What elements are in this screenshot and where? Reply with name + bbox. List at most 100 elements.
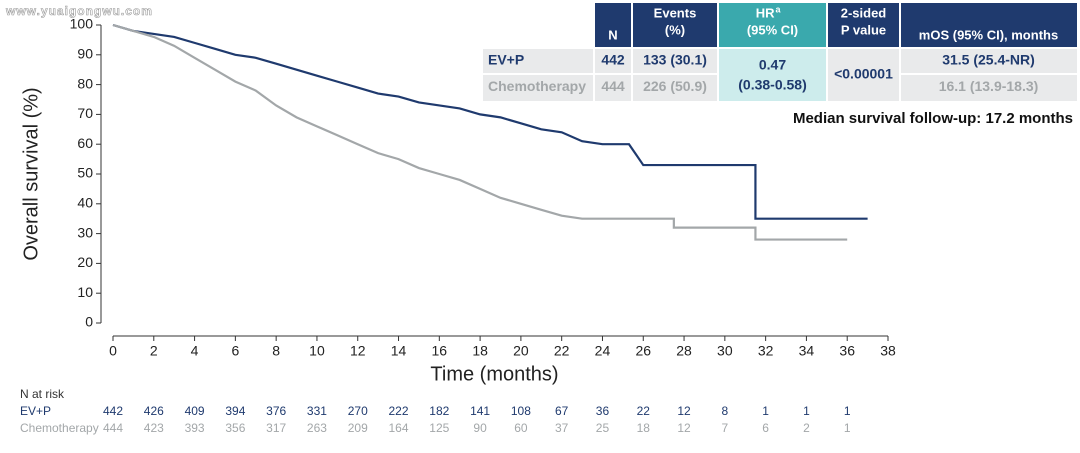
table-header: P value — [841, 22, 886, 37]
risk-count: 12 — [677, 421, 691, 435]
x-tick-label: 0 — [109, 343, 117, 359]
y-tick-label: 50 — [77, 165, 93, 181]
table-cell: 16.1 (13.9-18.3) — [939, 78, 1039, 94]
y-tick-label: 80 — [77, 75, 93, 91]
risk-count: 18 — [637, 421, 651, 435]
risk-count: 108 — [511, 404, 531, 418]
risk-count: 25 — [596, 421, 610, 435]
table-hr-cell-bg — [718, 48, 827, 101]
table-header-bg — [594, 3, 1077, 48]
table-cell: 31.5 (25.4-NR) — [942, 52, 1035, 68]
table-header: HR — [756, 5, 775, 20]
watermark: www.yuaigongwu.com — [5, 4, 153, 18]
risk-count: 8 — [721, 404, 728, 418]
table-cell: 444 — [601, 78, 625, 94]
risk-count: 60 — [514, 421, 528, 435]
x-tick-label: 20 — [513, 343, 529, 359]
table-cell: 226 (50.9) — [643, 78, 707, 94]
table-cell: 133 (30.1) — [643, 52, 707, 68]
x-tick-label: 34 — [799, 343, 815, 359]
risk-row-name: EV+P — [20, 404, 51, 418]
table-header: mOS (95% CI), months — [919, 27, 1058, 42]
y-tick-label: 60 — [77, 135, 93, 151]
table-header: N — [608, 27, 617, 42]
table-header-sup: a — [776, 4, 782, 14]
risk-count: 317 — [266, 421, 286, 435]
risk-count: 444 — [103, 421, 123, 435]
x-tick-label: 18 — [472, 343, 488, 359]
table-header-hr-bg — [718, 3, 827, 48]
table-row-name: EV+P — [488, 52, 524, 68]
table-p: <0.00001 — [834, 66, 893, 82]
y-axis-label: Overall survival (%) — [20, 87, 42, 260]
x-tick-label: 32 — [758, 343, 774, 359]
risk-count: 12 — [677, 404, 691, 418]
x-tick-label: 16 — [432, 343, 448, 359]
risk-count: 270 — [348, 404, 368, 418]
y-tick-label: 30 — [77, 224, 93, 240]
risk-count: 2 — [803, 421, 810, 435]
table-header: (%) — [665, 22, 685, 37]
risk-count: 182 — [429, 404, 449, 418]
survival-curve — [112, 23, 848, 241]
y-tick-label: 10 — [77, 284, 93, 300]
annotation: Median survival follow-up: 17.2 months — [793, 110, 1073, 127]
y-tick-label: 40 — [77, 195, 93, 211]
table-cell: 442 — [601, 52, 625, 68]
table-row-name: Chemotherapy — [488, 78, 586, 94]
risk-count: 222 — [389, 404, 409, 418]
risk-count: 141 — [470, 404, 490, 418]
x-tick-label: 2 — [150, 343, 158, 359]
risk-count: 442 — [103, 404, 123, 418]
risk-count: 1 — [803, 404, 810, 418]
risk-count: 209 — [348, 421, 368, 435]
table-hr: (0.38-0.58) — [738, 77, 806, 93]
risk-count: 1 — [762, 404, 769, 418]
risk-count: 331 — [307, 404, 327, 418]
risk-count: 164 — [389, 421, 409, 435]
x-tick-label: 12 — [350, 343, 366, 359]
y-tick-label: 70 — [77, 105, 93, 121]
risk-count: 1 — [844, 421, 851, 435]
risk-count: 22 — [637, 404, 651, 418]
x-tick-label: 38 — [880, 343, 896, 359]
risk-count: 36 — [596, 404, 610, 418]
risk-count: 409 — [185, 404, 205, 418]
x-axis-label: Time (months) — [430, 363, 558, 385]
risk-count: 376 — [266, 404, 286, 418]
x-tick-label: 28 — [676, 343, 692, 359]
risk-row-name: Chemotherapy — [20, 421, 99, 435]
x-tick-label: 14 — [391, 343, 407, 359]
x-tick-label: 24 — [595, 343, 611, 359]
x-tick-label: 4 — [191, 343, 199, 359]
table-header: Events — [654, 5, 697, 20]
risk-count: 394 — [225, 404, 245, 418]
risk-count: 7 — [721, 421, 728, 435]
x-tick-label: 6 — [231, 343, 239, 359]
x-tick-label: 30 — [717, 343, 733, 359]
risk-count: 426 — [144, 404, 164, 418]
risk-count: 67 — [555, 404, 569, 418]
table-header: (95% CI) — [747, 22, 798, 37]
x-tick-label: 22 — [554, 343, 570, 359]
risk-count: 90 — [473, 421, 487, 435]
risk-count: 37 — [555, 421, 569, 435]
risk-count: 1 — [844, 404, 851, 418]
risk-count: 263 — [307, 421, 327, 435]
table-hr: 0.47 — [759, 57, 786, 73]
risk-count: 356 — [225, 421, 245, 435]
risk-count: 6 — [762, 421, 769, 435]
x-tick-label: 36 — [839, 343, 855, 359]
y-tick-label: 0 — [85, 314, 93, 330]
risk-count: 423 — [144, 421, 164, 435]
x-tick-label: 10 — [309, 343, 325, 359]
y-tick-label: 100 — [70, 16, 94, 32]
x-tick-label: 8 — [272, 343, 280, 359]
y-tick-label: 20 — [77, 254, 93, 270]
survival-curve — [112, 23, 868, 220]
risk-count: 125 — [429, 421, 449, 435]
x-tick-label: 26 — [635, 343, 651, 359]
y-tick-label: 90 — [77, 46, 93, 62]
risk-title: N at risk — [20, 387, 65, 401]
